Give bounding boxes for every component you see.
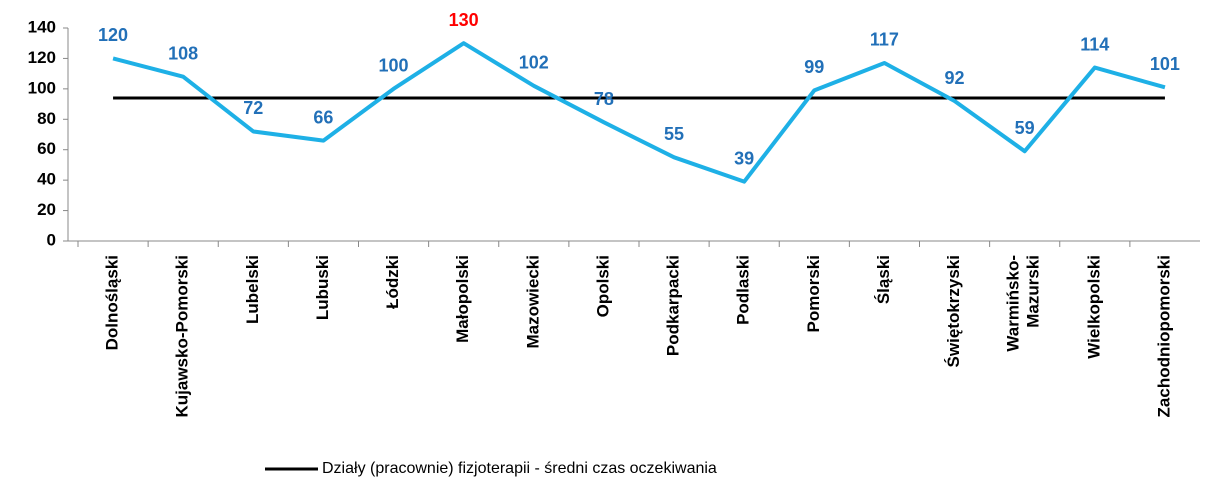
data-label: 55 [664,124,684,144]
data-label: 130 [449,10,479,30]
legend-label: Działy (pracownie) fizjoterapii - średni… [322,460,717,477]
y-tick-label: 20 [37,200,56,219]
y-tick-label: 0 [47,230,56,249]
y-tick-label: 100 [28,78,56,97]
y-tick-label: 40 [37,170,56,189]
x-tick-label: Łódzki [383,255,402,309]
data-label: 72 [243,98,263,118]
data-label: 108 [168,43,198,63]
data-label: 92 [945,68,965,88]
data-label: 100 [379,56,409,76]
x-tick-label: Małopolski [453,255,472,343]
data-label: 117 [870,30,899,50]
y-tick-label: 140 [28,17,56,36]
data-label: 102 [519,53,549,73]
series-line [112,41,1166,184]
x-tick-label: Kujawsko-Pomorski [173,255,192,418]
data-label: 59 [1015,118,1035,138]
x-tick-label: Świętokrzyski [944,255,963,367]
data-label: 120 [98,25,128,45]
x-tick-label: Śląski [874,255,893,304]
x-tick-label: Lubelski [243,255,262,324]
data-label: 114 [1080,34,1109,54]
x-tick-label: Wielkopolski [1084,255,1103,359]
x-tick-label: Dolnośląski [103,255,122,350]
x-tick-label: Zachodniopomorski [1154,255,1173,417]
x-tick-label: Warmińsko-Mazurski [1004,255,1043,352]
x-tick-label: Podlaski [734,255,753,325]
data-label: 101 [1150,54,1180,74]
x-tick-label: Mazowiecki [523,255,542,349]
data-label: 39 [734,148,754,168]
data-label: 66 [313,107,333,127]
x-tick-label: Opolski [593,255,612,317]
data-label: 78 [594,89,614,109]
y-tick-label: 60 [37,139,56,158]
x-tick-label: Podkarpacki [664,255,683,356]
y-tick-label: 80 [37,109,56,128]
data-label: 99 [804,57,824,77]
x-tick-label: Lubuski [313,255,332,320]
y-tick-label: 120 [28,48,56,67]
x-tick-label: Pomorski [804,255,823,332]
